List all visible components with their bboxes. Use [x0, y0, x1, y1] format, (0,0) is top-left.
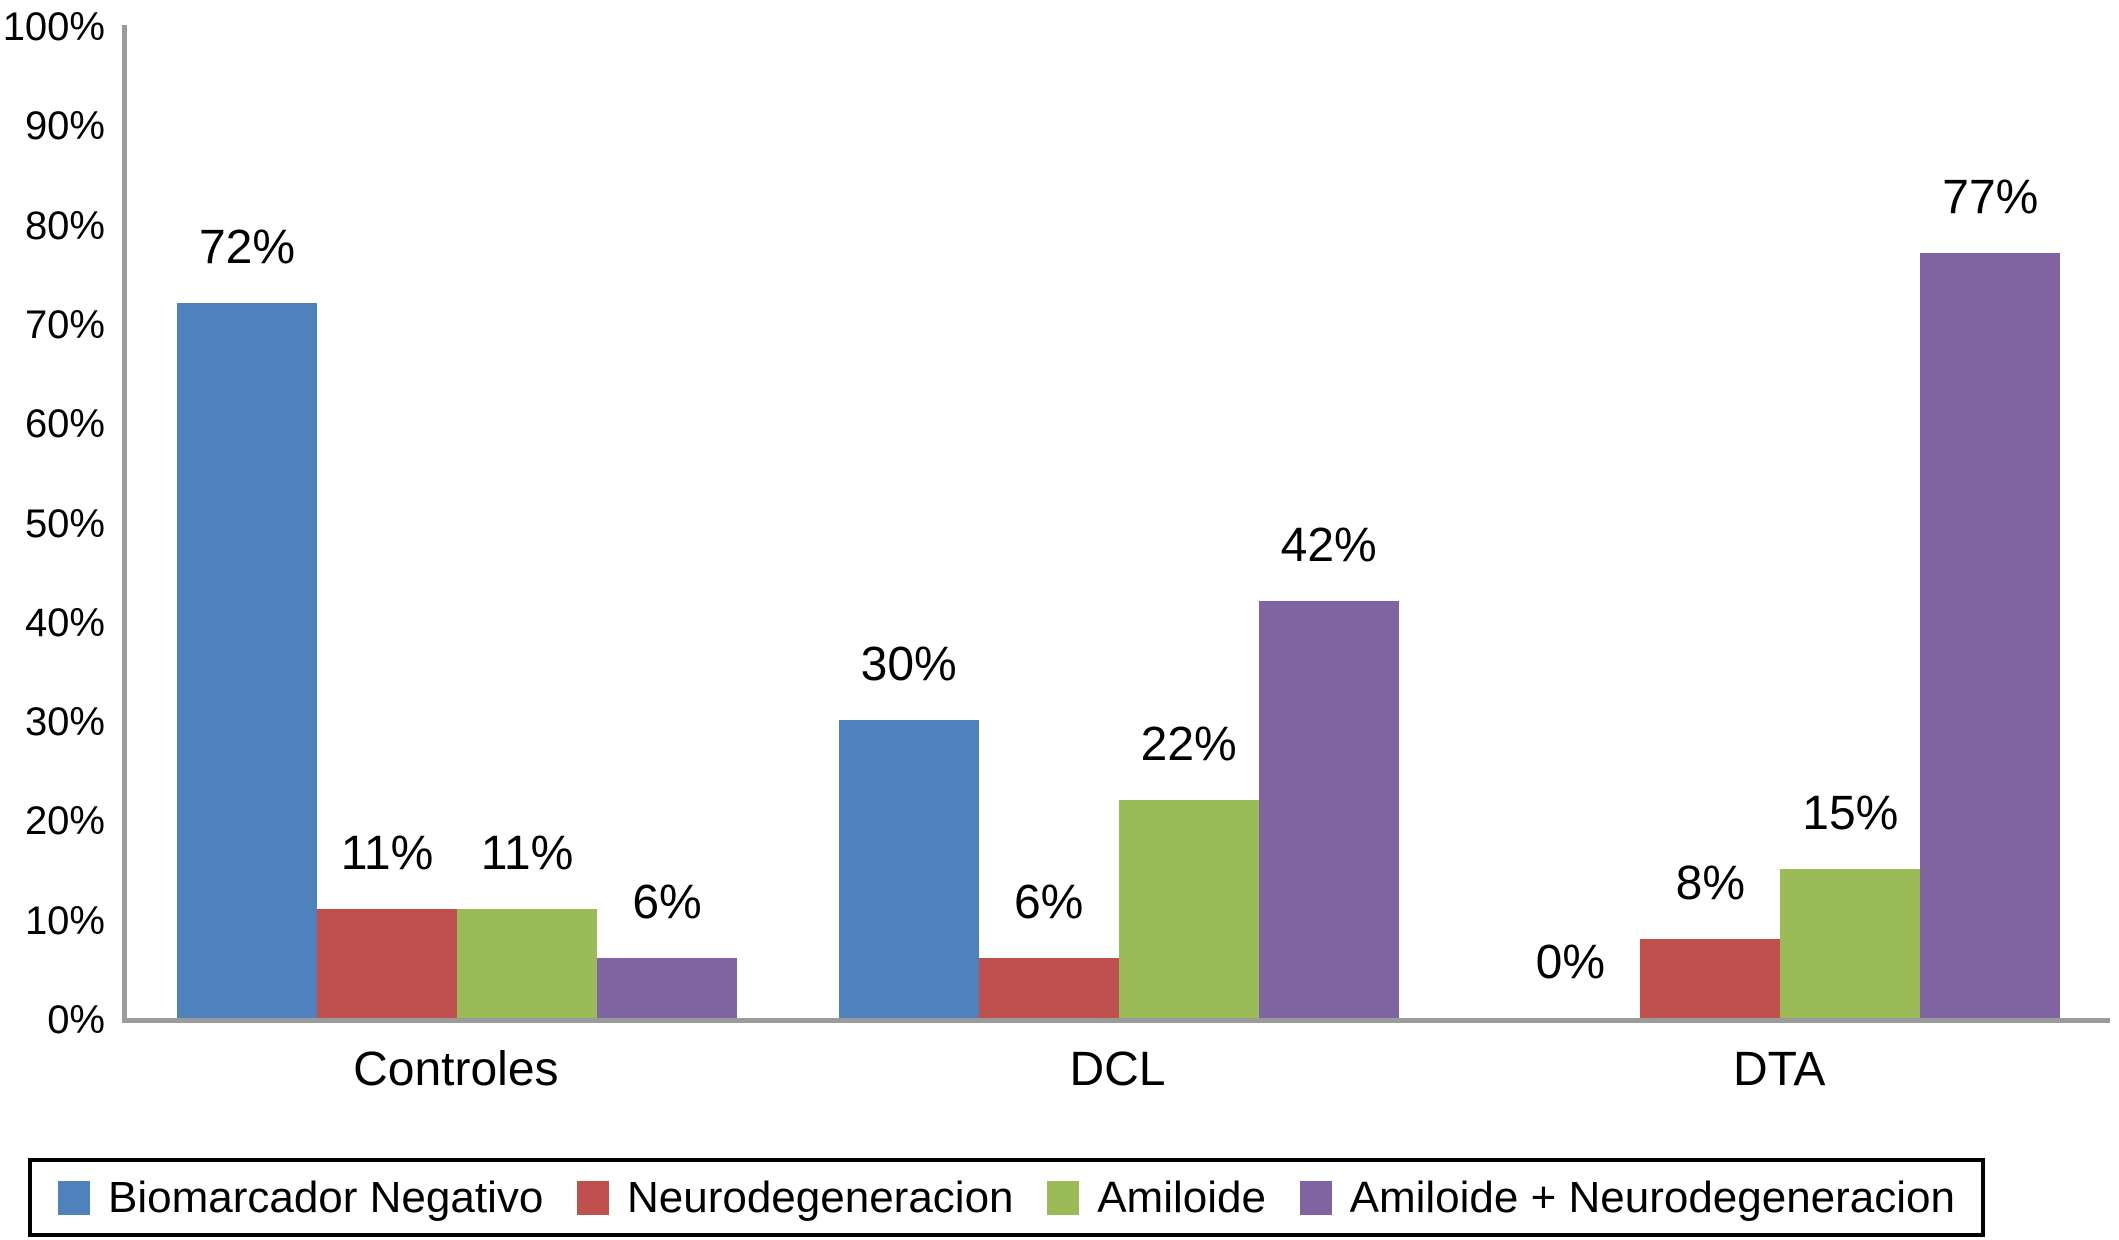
bar-2-4 [1258, 600, 1399, 1018]
x-axis-line [122, 1018, 2110, 1023]
legend-label: Neurodegeneracion [627, 1172, 1014, 1222]
bar-3-2 [1640, 938, 1781, 1018]
bar-value-label: 6% [1013, 876, 1084, 930]
y-axis-tick-label: 90% [24, 104, 105, 149]
bar-value-label: 77% [1942, 171, 2039, 225]
y-axis-tick-label: 20% [24, 799, 105, 844]
bar-value-label: 8% [1675, 856, 1746, 910]
legend-item: Neurodegeneracion [577, 1173, 1014, 1223]
bar-value-label: 72% [198, 221, 296, 275]
legend-item: Amiloide [1047, 1173, 1266, 1223]
plot-area: 0% 10% 20% 30% 40% 50% 60% 70% 80% 90% 100% 72% 11%… [2, 5, 2110, 1042]
bar-value-label: 42% [1280, 518, 1377, 572]
bar-value-label: 11% [480, 826, 574, 880]
legend-label: Biomarcador Negativo [108, 1172, 544, 1222]
bar-3-3 [1780, 869, 1921, 1018]
legend-label: Amiloide [1097, 1172, 1266, 1222]
bar-1-4 [597, 958, 737, 1018]
y-axis-line [122, 25, 127, 1022]
legend-swatch-icon [58, 1180, 90, 1215]
y-axis-tick-label: 0% [47, 998, 105, 1042]
bar-2-3 [1118, 799, 1259, 1018]
y-axis-tick-label: 100% [2, 5, 105, 49]
legend-swatch-icon [577, 1180, 609, 1215]
y-axis-tick-label: 60% [24, 402, 105, 447]
legend-item: Amiloide + Neurodegeneracion [1299, 1172, 1955, 1223]
bar-1-3 [457, 908, 597, 1018]
bar-value-label: 0% [1535, 936, 1606, 989]
legend-swatch-icon [1299, 1180, 1332, 1215]
x-axis-category-label: Controles [353, 1043, 559, 1096]
bar-1-1 [177, 303, 317, 1018]
legend-item: Biomarcador Negativo [58, 1173, 543, 1223]
y-axis-tick-label: 40% [24, 600, 105, 645]
bar-value-label: 6% [632, 876, 702, 930]
x-axis-category-label: DTA [1732, 1043, 1826, 1096]
bar-value-label: 15% [1802, 787, 1899, 841]
x-axis-category-label: DCL [1069, 1043, 1166, 1096]
y-axis-tick-label: 30% [24, 700, 105, 745]
legend: Biomarcador Negativo Neurodegeneracion Ami… [28, 1158, 1985, 1237]
y-axis-tick-label: 50% [24, 501, 105, 546]
bar-value-label: 11% [340, 826, 434, 880]
bar-2-1 [838, 720, 979, 1018]
bar-2-2 [978, 958, 1119, 1018]
bar-1-2 [317, 908, 457, 1018]
y-axis-tick-label: 80% [24, 203, 105, 248]
y-axis-tick-label: 10% [24, 898, 105, 943]
legend-label: Amiloide + Neurodegeneracion [1349, 1172, 1955, 1222]
bar-value-label: 22% [1140, 717, 1237, 771]
bar-value-label: 30% [860, 638, 957, 692]
legend-swatch-icon [1047, 1180, 1080, 1215]
bar-3-4 [1920, 253, 2061, 1018]
y-axis-tick-label: 70% [24, 302, 105, 347]
